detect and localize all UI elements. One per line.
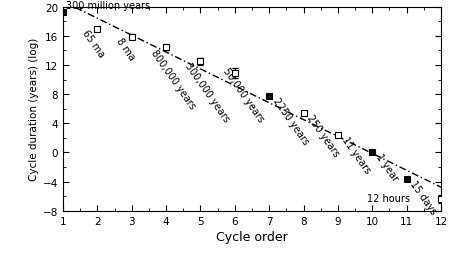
Y-axis label: Cycle duration (years) (log): Cycle duration (years) (log) xyxy=(29,38,39,181)
Text: 300,000 years: 300,000 years xyxy=(183,61,232,124)
Text: 12 hours: 12 hours xyxy=(367,194,410,203)
Text: 2250 years: 2250 years xyxy=(271,96,310,146)
Text: 15 days: 15 days xyxy=(408,178,439,215)
Text: 250 years: 250 years xyxy=(305,113,342,158)
Text: 50,000 years: 50,000 years xyxy=(221,66,266,124)
Text: 800,000 years: 800,000 years xyxy=(149,48,197,110)
Text: 65 ma: 65 ma xyxy=(80,29,106,60)
Text: 11 years: 11 years xyxy=(340,135,372,175)
Text: 8 ma: 8 ma xyxy=(115,37,137,63)
Text: 1 year: 1 year xyxy=(374,151,400,182)
Text: 300 million years: 300 million years xyxy=(67,1,151,10)
X-axis label: Cycle order: Cycle order xyxy=(216,230,288,243)
